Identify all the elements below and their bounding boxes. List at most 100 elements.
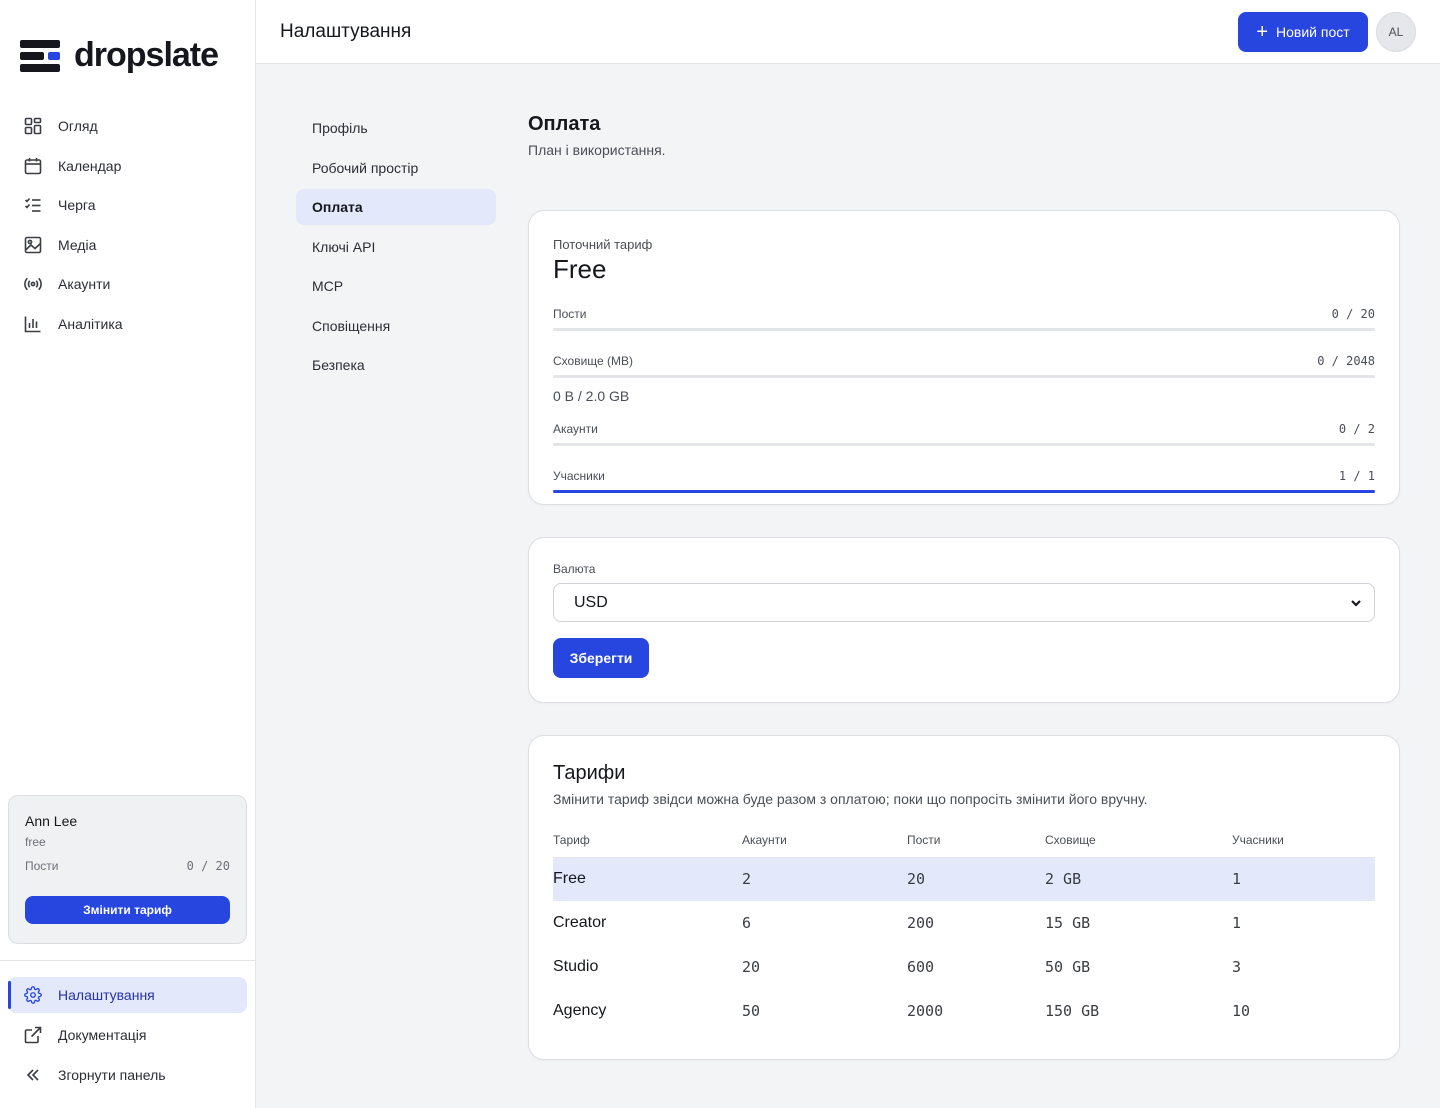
currency-selected-value: USD <box>574 593 608 611</box>
meter-label: Акаунти <box>553 422 598 436</box>
top-header: Налаштування + Новий пост AL <box>256 0 1440 64</box>
usage-meter-posts: Пости 0 / 20 <box>553 307 1375 331</box>
tariffs-title: Тарифи <box>553 762 626 784</box>
new-post-label: Новий пост <box>1276 24 1350 40</box>
user-posts-value: 0 / 20 <box>186 859 230 873</box>
tariff-posts: 600 <box>907 958 935 976</box>
nav-item-calendar[interactable]: Календар <box>8 148 248 184</box>
settings-tab-workspace[interactable]: Робочий простір <box>312 159 419 176</box>
currency-select[interactable]: USD <box>553 583 1375 622</box>
broadcast-icon <box>24 277 42 291</box>
plus-icon: + <box>1256 21 1269 43</box>
nav-item-label: Медіа <box>58 236 97 253</box>
current-plan-card: Поточний тариф Free Пости 0 / 20 Сховище… <box>528 210 1400 505</box>
table-row: Free 2 20 2 GB 1 <box>553 857 1375 901</box>
currency-card: Валюта USD Зберегти <box>528 537 1400 703</box>
tariff-name: Free <box>553 857 742 901</box>
table-header-row: Тариф Акаунти Пости Сховище Учасники <box>553 833 1375 858</box>
nav-item-label: Аналітика <box>58 315 123 332</box>
nav-item-label: Акаунти <box>58 276 111 292</box>
tariff-storage: 50 GB <box>1045 958 1091 976</box>
tariff-members: 1 <box>1232 914 1242 932</box>
table-row: Studio 20 600 50 GB 3 <box>553 945 1375 989</box>
nav-item-queue[interactable]: Черга <box>8 187 248 223</box>
gear-icon <box>24 986 42 1004</box>
meter-bar <box>553 375 1375 378</box>
logo-icon <box>20 38 60 74</box>
tariffs-subtitle: Змінити тариф звідси можна буде разом з … <box>553 791 1148 807</box>
chevrons-left-icon <box>26 1069 39 1081</box>
sidebar-divider <box>0 960 255 961</box>
bottom-nav: Налаштування Документація Згорнути панел… <box>8 977 247 1097</box>
tariffs-table: Тариф Акаунти Пости Сховище Учасники Fre… <box>553 833 1375 1033</box>
new-post-button[interactable]: + Новий пост <box>1238 12 1368 52</box>
bar-chart-icon <box>24 316 41 332</box>
user-name: Ann Lee <box>25 813 78 829</box>
nav-item-accounts[interactable]: Акаунти <box>8 266 248 302</box>
user-card: Ann Lee free Пости 0 / 20 Змінити тариф <box>8 795 247 944</box>
meter-value: 0 / 2 <box>1338 422 1375 436</box>
tariff-accounts: 6 <box>742 914 752 932</box>
page-subtitle: План і використання. <box>528 142 666 158</box>
page-heading: Оплата План і використання. <box>528 113 666 158</box>
nav-item-docs[interactable]: Документація <box>8 1017 247 1053</box>
nav-item-settings[interactable]: Налаштування <box>8 977 247 1013</box>
tariff-name: Agency <box>553 1002 607 1019</box>
currency-label: Валюта <box>553 562 596 576</box>
nav-item-analytics[interactable]: Аналітика <box>8 306 248 342</box>
nav-item-overview[interactable]: Огляд <box>8 108 248 144</box>
settings-tab-api-keys[interactable]: Ключі API <box>312 238 376 255</box>
user-posts-label: Пости <box>25 859 59 873</box>
meter-value: 1 / 1 <box>1338 469 1375 483</box>
settings-tab-profile[interactable]: Профіль <box>312 120 368 136</box>
settings-tab-notifications[interactable]: Сповіщення <box>312 317 391 334</box>
meter-bar <box>553 443 1375 446</box>
tariff-storage: 15 GB <box>1045 914 1091 932</box>
nav-item-collapse[interactable]: Згорнути панель <box>8 1057 247 1093</box>
column-header: Сховище <box>1045 833 1232 858</box>
meter-fill <box>553 490 1375 493</box>
meter-label: Пости <box>553 307 587 321</box>
settings-tab-mcp[interactable]: MCP <box>312 278 344 294</box>
calendar-icon <box>24 157 42 174</box>
external-link-icon <box>24 1026 42 1044</box>
usage-meter-storage: Сховище (MB) 0 / 2048 <box>553 354 1375 378</box>
tariff-storage: 2 GB <box>1045 857 1232 901</box>
table-row: Agency 50 2000 150 GB 10 <box>553 989 1375 1033</box>
nav-item-label: Календар <box>58 157 122 174</box>
tariff-members: 3 <box>1232 958 1242 976</box>
meter-bar <box>553 328 1375 331</box>
tariff-name: Creator <box>553 914 607 931</box>
list-check-icon <box>24 197 41 212</box>
tariff-accounts: 2 <box>742 857 907 901</box>
chevron-down-icon <box>1351 599 1361 607</box>
meter-value: 0 / 20 <box>1331 307 1375 321</box>
change-plan-button[interactable]: Змінити тариф <box>25 896 230 924</box>
app-name: dropslate <box>74 36 219 74</box>
meter-label: Учасники <box>553 469 605 483</box>
main-nav: Огляд Календар Черга Медіа Акаунти Аналі… <box>8 108 248 345</box>
image-icon <box>24 236 42 253</box>
avatar[interactable]: AL <box>1376 12 1416 52</box>
nav-item-label: Черга <box>58 197 96 213</box>
grid-icon <box>24 117 42 135</box>
tariff-members: 1 <box>1232 857 1375 901</box>
logo[interactable]: dropslate <box>20 36 219 75</box>
settings-nav: Профіль Робочий простір Оплата Ключі API… <box>296 110 496 387</box>
current-plan-name: Free <box>553 254 607 284</box>
nav-item-media[interactable]: Медіа <box>8 227 248 263</box>
tariff-members: 10 <box>1232 1002 1251 1020</box>
tariff-accounts: 50 <box>742 1002 761 1020</box>
page-title: Оплата <box>528 113 601 135</box>
current-plan-label: Поточний тариф <box>553 237 653 252</box>
storage-note: 0 B / 2.0 GB <box>553 388 630 404</box>
meter-label: Сховище (MB) <box>553 354 634 368</box>
tariff-name: Studio <box>553 958 599 975</box>
settings-tab-security[interactable]: Безпека <box>312 357 365 373</box>
nav-item-label: Налаштування <box>58 987 155 1003</box>
settings-tab-billing[interactable]: Оплата <box>296 189 496 225</box>
nav-item-label: Згорнути панель <box>58 1067 166 1083</box>
nav-item-label: Огляд <box>58 118 98 134</box>
user-posts-usage: Пости 0 / 20 <box>25 859 230 873</box>
save-button[interactable]: Зберегти <box>553 638 649 678</box>
